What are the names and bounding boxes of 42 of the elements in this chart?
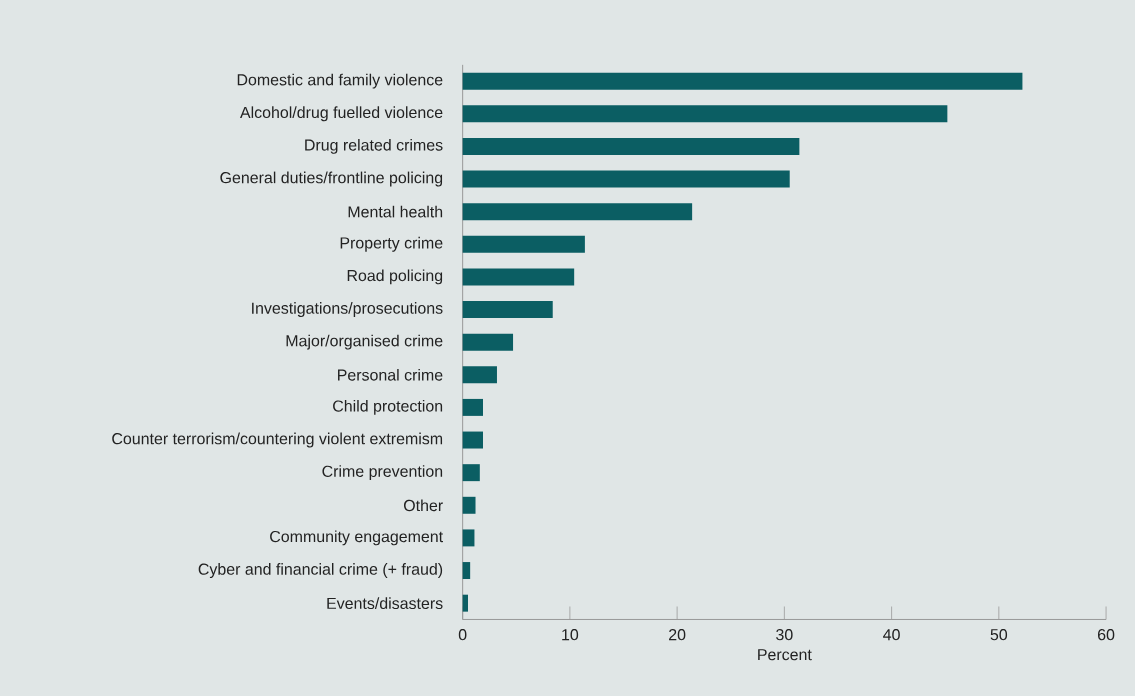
bar [462, 594, 469, 612]
bar [462, 431, 484, 449]
y-tick-label: Community engagement [270, 530, 443, 546]
x-tick-label: 50 [990, 628, 1008, 641]
x-tick-label: 20 [669, 628, 686, 641]
bar [462, 366, 497, 384]
y-tick-label: Mental health [348, 205, 443, 218]
bar [462, 496, 476, 514]
y-tick-label: Drug related crimes [305, 138, 443, 154]
bar [462, 464, 480, 481]
y-tick-label: Cyber and financial crime (+ fraud) [198, 562, 443, 578]
x-tick-label: 0 [458, 628, 467, 641]
x-tick-label: 30 [776, 628, 793, 641]
bar [462, 137, 800, 155]
bar [462, 170, 790, 188]
bar [462, 561, 471, 579]
y-tick-label: Alcohol/drug fuelled violence [240, 106, 443, 122]
x-tick-label: 60 [1098, 628, 1115, 641]
bar [462, 235, 585, 253]
y-tick-label: Child protection [333, 399, 443, 415]
bar [462, 333, 514, 351]
y-tick-label: Domestic and family violence [237, 73, 443, 89]
x-tick-label: 10 [562, 628, 579, 641]
y-tick-label: General duties/frontline policing [220, 171, 443, 187]
y-tick-label: Crime prevention [322, 465, 443, 480]
x-tick-label: 40 [883, 628, 900, 641]
y-tick-label: Major/organised crime [286, 334, 443, 350]
bar [462, 300, 553, 318]
y-tick-label: Events/disasters [327, 597, 443, 609]
bar [462, 105, 948, 123]
y-tick-label: Road policing [347, 269, 443, 285]
y-tick-label: Personal crime [338, 368, 443, 381]
y-tick-label: Other [403, 499, 443, 512]
bar [462, 529, 475, 547]
bar [462, 268, 575, 286]
y-tick-label: Property crime [340, 236, 443, 252]
bar [462, 203, 693, 220]
x-axis-title: Percent [758, 648, 812, 661]
bar [462, 72, 1023, 90]
y-tick-label: Investigations/prosecutions [252, 301, 443, 317]
y-tick-label: Counter terrorism/countering violent extremism [112, 432, 443, 448]
bar [462, 398, 484, 416]
